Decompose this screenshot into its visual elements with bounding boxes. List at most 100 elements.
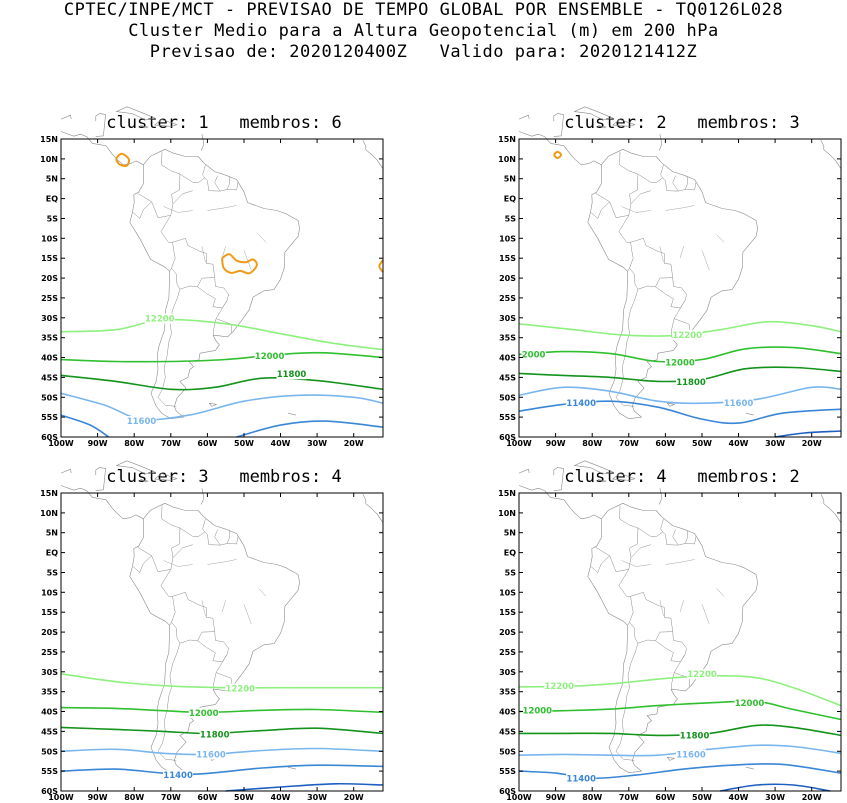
coastline-layer xyxy=(518,106,842,419)
lat-tick-label: 10N xyxy=(40,155,58,164)
lat-tick-label: 5N xyxy=(46,175,58,184)
contour-11200 xyxy=(225,782,384,792)
lon-tick-label: 60W xyxy=(655,439,675,448)
hispaniola-island xyxy=(612,119,636,127)
contour-label: 11800 xyxy=(277,370,307,380)
country-border xyxy=(137,505,181,572)
lon-tick-label: 80W xyxy=(582,439,602,448)
lat-tick-label: 55S xyxy=(41,413,58,422)
lat-tick-label: 15N xyxy=(40,489,58,498)
country-border xyxy=(680,300,686,309)
yucatan-coast xyxy=(95,467,106,491)
lon-tick-label: 30W xyxy=(765,439,785,448)
lat-tick-label: 25S xyxy=(41,294,58,303)
river xyxy=(221,246,226,259)
lat-tick-label: 55S xyxy=(499,413,516,422)
country-border xyxy=(157,267,181,407)
lat-tick-label: EQ xyxy=(46,549,58,558)
country-border xyxy=(160,215,176,272)
lat-tick-label: 60S xyxy=(499,433,516,442)
jamaica-island xyxy=(598,479,607,483)
central-america-coast xyxy=(60,131,144,166)
country-border xyxy=(673,661,690,687)
lat-tick-label: 10N xyxy=(40,509,58,518)
falkland-islands xyxy=(666,402,675,407)
high-contour xyxy=(221,253,258,275)
river xyxy=(701,250,710,271)
contour-label: 12000 xyxy=(255,352,285,362)
country-border xyxy=(137,151,181,218)
lesser-antilles xyxy=(200,134,204,151)
panel-3-map: 12200 12000 11800 11600 11400 15N 10N 5N EQ 5S 10S… xyxy=(40,460,384,802)
lat-tick-label: 5S xyxy=(505,569,517,578)
country-border xyxy=(214,175,221,192)
south-georgia-island xyxy=(287,766,296,770)
country-border xyxy=(215,661,232,687)
country-border xyxy=(615,621,639,761)
country-border xyxy=(630,544,651,558)
south-america-coast xyxy=(129,503,300,773)
central-america-coast xyxy=(518,485,602,520)
falkland-islands xyxy=(208,402,217,407)
lon-tick-label: 90W xyxy=(88,439,108,448)
country-border xyxy=(670,318,675,336)
contour-label-bg xyxy=(723,398,754,409)
jamaica-island xyxy=(140,479,149,483)
country-border xyxy=(672,175,679,192)
country-border xyxy=(220,530,230,546)
country-border xyxy=(670,672,675,690)
country-border xyxy=(655,631,687,663)
river xyxy=(716,588,725,597)
lat-tick-label: 5S xyxy=(47,569,59,578)
country-border xyxy=(220,176,230,192)
panel-1-title: cluster: 1 membros: 6 xyxy=(106,113,342,133)
lesser-antilles xyxy=(200,488,204,505)
contour-label: 12000 xyxy=(189,709,219,719)
lat-tick-label: 45S xyxy=(41,727,58,736)
contour-label: 11600 xyxy=(127,417,157,427)
panel-1-map: 12200 12000 11800 11600 15N 10N 5N EQ 5S 10S 15S 20… xyxy=(40,106,384,448)
lesser-antilles xyxy=(658,488,662,505)
river xyxy=(665,205,695,211)
lat-tick-label: 20S xyxy=(499,274,516,283)
country-border xyxy=(630,592,673,632)
header-line-2: Cluster Medio para a Altura Geopotencial… xyxy=(128,21,719,41)
contour-label-bg xyxy=(672,329,703,340)
lat-tick-label: 55S xyxy=(41,767,58,776)
lon-tick-label: 60W xyxy=(655,793,675,802)
contour-label: 12200 xyxy=(673,331,703,341)
lon-tick-label: 90W xyxy=(546,439,566,448)
lat-tick-label: 50S xyxy=(41,747,58,756)
mexico-coast xyxy=(60,114,72,120)
lon-tick-label: 80W xyxy=(582,793,602,802)
contour-label: 11400 xyxy=(566,399,596,409)
river xyxy=(621,560,651,567)
river xyxy=(716,234,725,243)
lon-tick-label: 70W xyxy=(161,793,181,802)
country-border xyxy=(197,277,229,309)
cuba-island xyxy=(116,460,156,475)
south-america-coast xyxy=(587,149,758,419)
lon-tick-label: 100W xyxy=(48,793,74,802)
country-border xyxy=(227,535,239,545)
panel-4-map: 12200 12200 12000 12000 11800 11600 11400 15N 10… xyxy=(498,460,842,802)
lat-tick-label: 5N xyxy=(46,529,58,538)
country-border xyxy=(672,529,679,546)
contour-11400 xyxy=(236,420,384,438)
mexico-coast xyxy=(60,468,72,474)
river xyxy=(207,205,237,211)
lat-tick-label: 45S xyxy=(499,373,516,382)
lat-tick-label: 5S xyxy=(47,215,59,224)
contour-label: 2000 xyxy=(522,350,546,360)
contour-11200 xyxy=(774,430,842,438)
lat-tick-label: 60S xyxy=(41,433,58,442)
lat-tick-label: 15N xyxy=(498,135,516,144)
contour-label: 11600 xyxy=(724,399,754,409)
lat-tick-label: 15S xyxy=(499,254,516,263)
river xyxy=(201,246,206,263)
yucatan-coast xyxy=(95,113,106,137)
coastline-layer xyxy=(60,106,384,419)
hispaniola-island xyxy=(154,119,178,127)
contour-12200 xyxy=(60,673,383,689)
coastline-layer xyxy=(60,460,384,773)
